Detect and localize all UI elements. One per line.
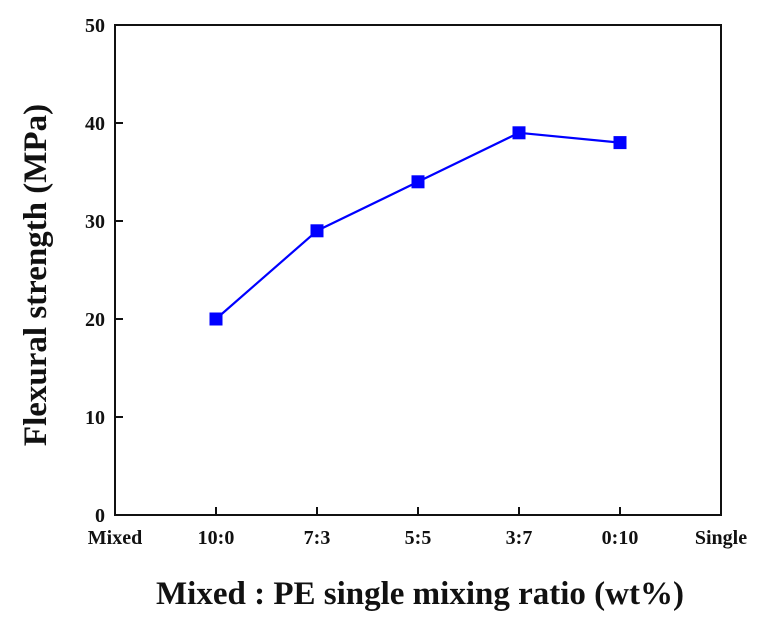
x-tick-label: Mixed (88, 527, 142, 549)
x-tick-label: 5:5 (405, 527, 432, 549)
data-point-marker (411, 175, 425, 189)
x-axis-ticks: Mixed 10:0 7:3 5:5 3:7 0:10 Single (88, 507, 747, 549)
data-point-marker (209, 312, 223, 326)
x-tick-label: 10:0 (198, 527, 235, 549)
data-point-marker (613, 136, 627, 150)
y-tick-label: 30 (85, 211, 105, 233)
y-axis-ticks: 0 10 20 30 40 50 (85, 15, 123, 527)
y-tick-label: 20 (85, 309, 105, 331)
y-tick-label: 40 (85, 113, 105, 135)
y-tick-label: 50 (85, 15, 105, 37)
y-tick-label: 10 (85, 407, 105, 429)
x-tick-label: 3:7 (506, 527, 533, 549)
y-axis-title: Flexural strength (MPa) (18, 104, 54, 446)
x-tick-label: 7:3 (304, 527, 331, 549)
data-point-marker (512, 126, 526, 140)
x-tick-label: Single (695, 527, 747, 549)
x-axis-title: Mixed : PE single mixing ratio (wt%) (156, 576, 684, 612)
data-point-marker (310, 224, 324, 238)
x-tick-label: 0:10 (602, 527, 639, 549)
series-layer (209, 126, 627, 326)
y-tick-label: 0 (95, 505, 105, 527)
